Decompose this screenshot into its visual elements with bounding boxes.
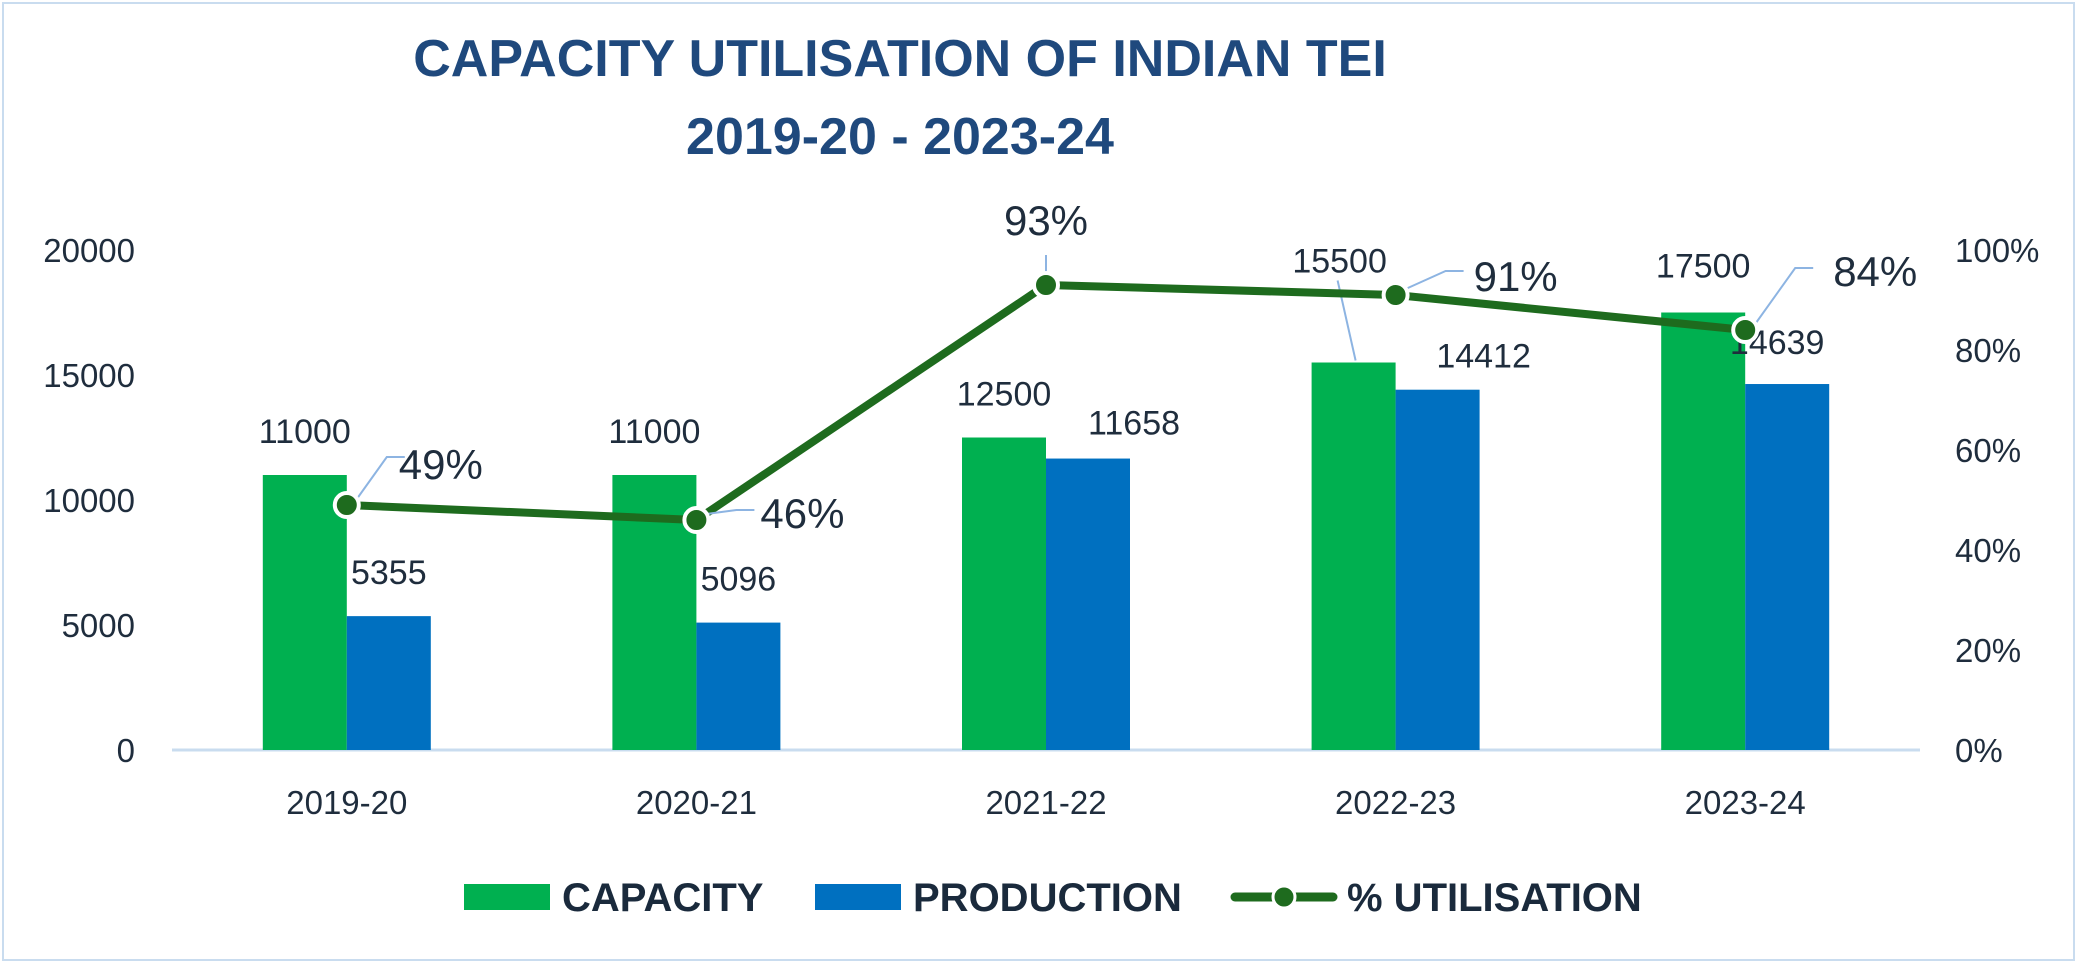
right-tick-label: 0%	[1955, 732, 2003, 769]
percent-label-leader	[1405, 270, 1464, 290]
capacity-bar	[962, 437, 1046, 750]
legend-swatch-utilisation-marker	[1271, 884, 1297, 910]
utilisation-marker	[1731, 316, 1760, 344]
percent-label-leader	[355, 456, 405, 500]
legend-swatch-production	[815, 884, 901, 910]
right-tick-label: 20%	[1955, 632, 2021, 669]
legend-label-utilisation: % UTILISATION	[1347, 876, 1642, 920]
percent-data-label: 93%	[1004, 197, 1088, 244]
right-axis: 0% 20% 40% 60% 80% 100%	[1955, 232, 2039, 769]
production-bar	[1395, 389, 1480, 750]
capacity-data-label: 11000	[259, 413, 351, 451]
right-tick-label: 80%	[1955, 332, 2021, 369]
utilisation-marker	[332, 491, 361, 519]
legend-item-utilisation: % UTILISATION	[1230, 876, 1642, 920]
x-tick-label: 2020-21	[636, 784, 757, 821]
utilisation-marker	[1381, 281, 1410, 309]
utilisation-line-layer: 49% 46% 93% 91% 84%	[332, 197, 1917, 537]
x-axis: 2019-20 2020-21 2021-22 2022-23 2023-24	[286, 784, 1806, 821]
percent-data-label: 91%	[1474, 253, 1558, 300]
legend-item-production: PRODUCTION	[815, 876, 1182, 920]
utilisation-marker	[682, 506, 711, 534]
production-data-label: 5096	[701, 561, 777, 599]
left-tick-label: 20000	[43, 232, 135, 269]
production-bar	[1745, 384, 1830, 750]
production-bar	[696, 622, 781, 750]
x-tick-label: 2019-20	[286, 784, 407, 821]
left-tick-label: 10000	[43, 482, 135, 519]
capacity-data-label: 17500	[1656, 248, 1751, 286]
left-tick-label: 15000	[43, 357, 135, 394]
legend-swatch-capacity	[464, 884, 550, 910]
x-tick-label: 2021-22	[985, 784, 1106, 821]
production-bar	[346, 616, 431, 750]
left-tick-label: 0	[117, 732, 135, 769]
right-tick-label: 60%	[1955, 432, 2021, 469]
capacity-data-label: 11000	[608, 413, 700, 451]
left-axis: 0 5000 10000 15000 20000	[43, 232, 135, 769]
percent-data-label: 84%	[1833, 248, 1917, 295]
legend-label-production: PRODUCTION	[913, 876, 1182, 920]
chart-subtitle: 2019-20 - 2023-24	[686, 108, 1114, 166]
capacity-bar	[1661, 312, 1746, 750]
bar-labels: 11000 5355 11000 5096 12500 11658 15500 14412 17…	[259, 243, 1825, 599]
percent-data-label: 46%	[760, 490, 844, 537]
production-data-label: 14412	[1436, 338, 1531, 376]
legend-item-capacity: CAPACITY	[464, 876, 764, 920]
x-tick-label: 2023-24	[1685, 784, 1806, 821]
legend: CAPACITY PRODUCTION % UTILISATION	[464, 876, 1642, 920]
right-tick-label: 100%	[1955, 232, 2039, 269]
capacity-bar	[262, 475, 347, 750]
x-tick-label: 2022-23	[1335, 784, 1456, 821]
percent-data-label: 49%	[399, 441, 483, 488]
capacity-data-label: 15500	[1292, 243, 1387, 281]
utilisation-marker	[1032, 271, 1060, 299]
production-bar	[1046, 458, 1130, 750]
capacity-bar	[1311, 362, 1396, 750]
right-tick-label: 40%	[1955, 532, 2021, 569]
percent-label-leader	[706, 509, 755, 515]
production-data-label: 11658	[1088, 405, 1180, 443]
production-data-label: 5355	[351, 554, 427, 592]
percent-label-leader	[1754, 267, 1814, 325]
capacity-data-label: 12500	[957, 376, 1052, 414]
left-tick-label: 5000	[62, 607, 135, 644]
chart-title: CAPACITY UTILISATION OF INDIAN TEI	[413, 30, 1387, 88]
legend-label-capacity: CAPACITY	[562, 876, 764, 920]
